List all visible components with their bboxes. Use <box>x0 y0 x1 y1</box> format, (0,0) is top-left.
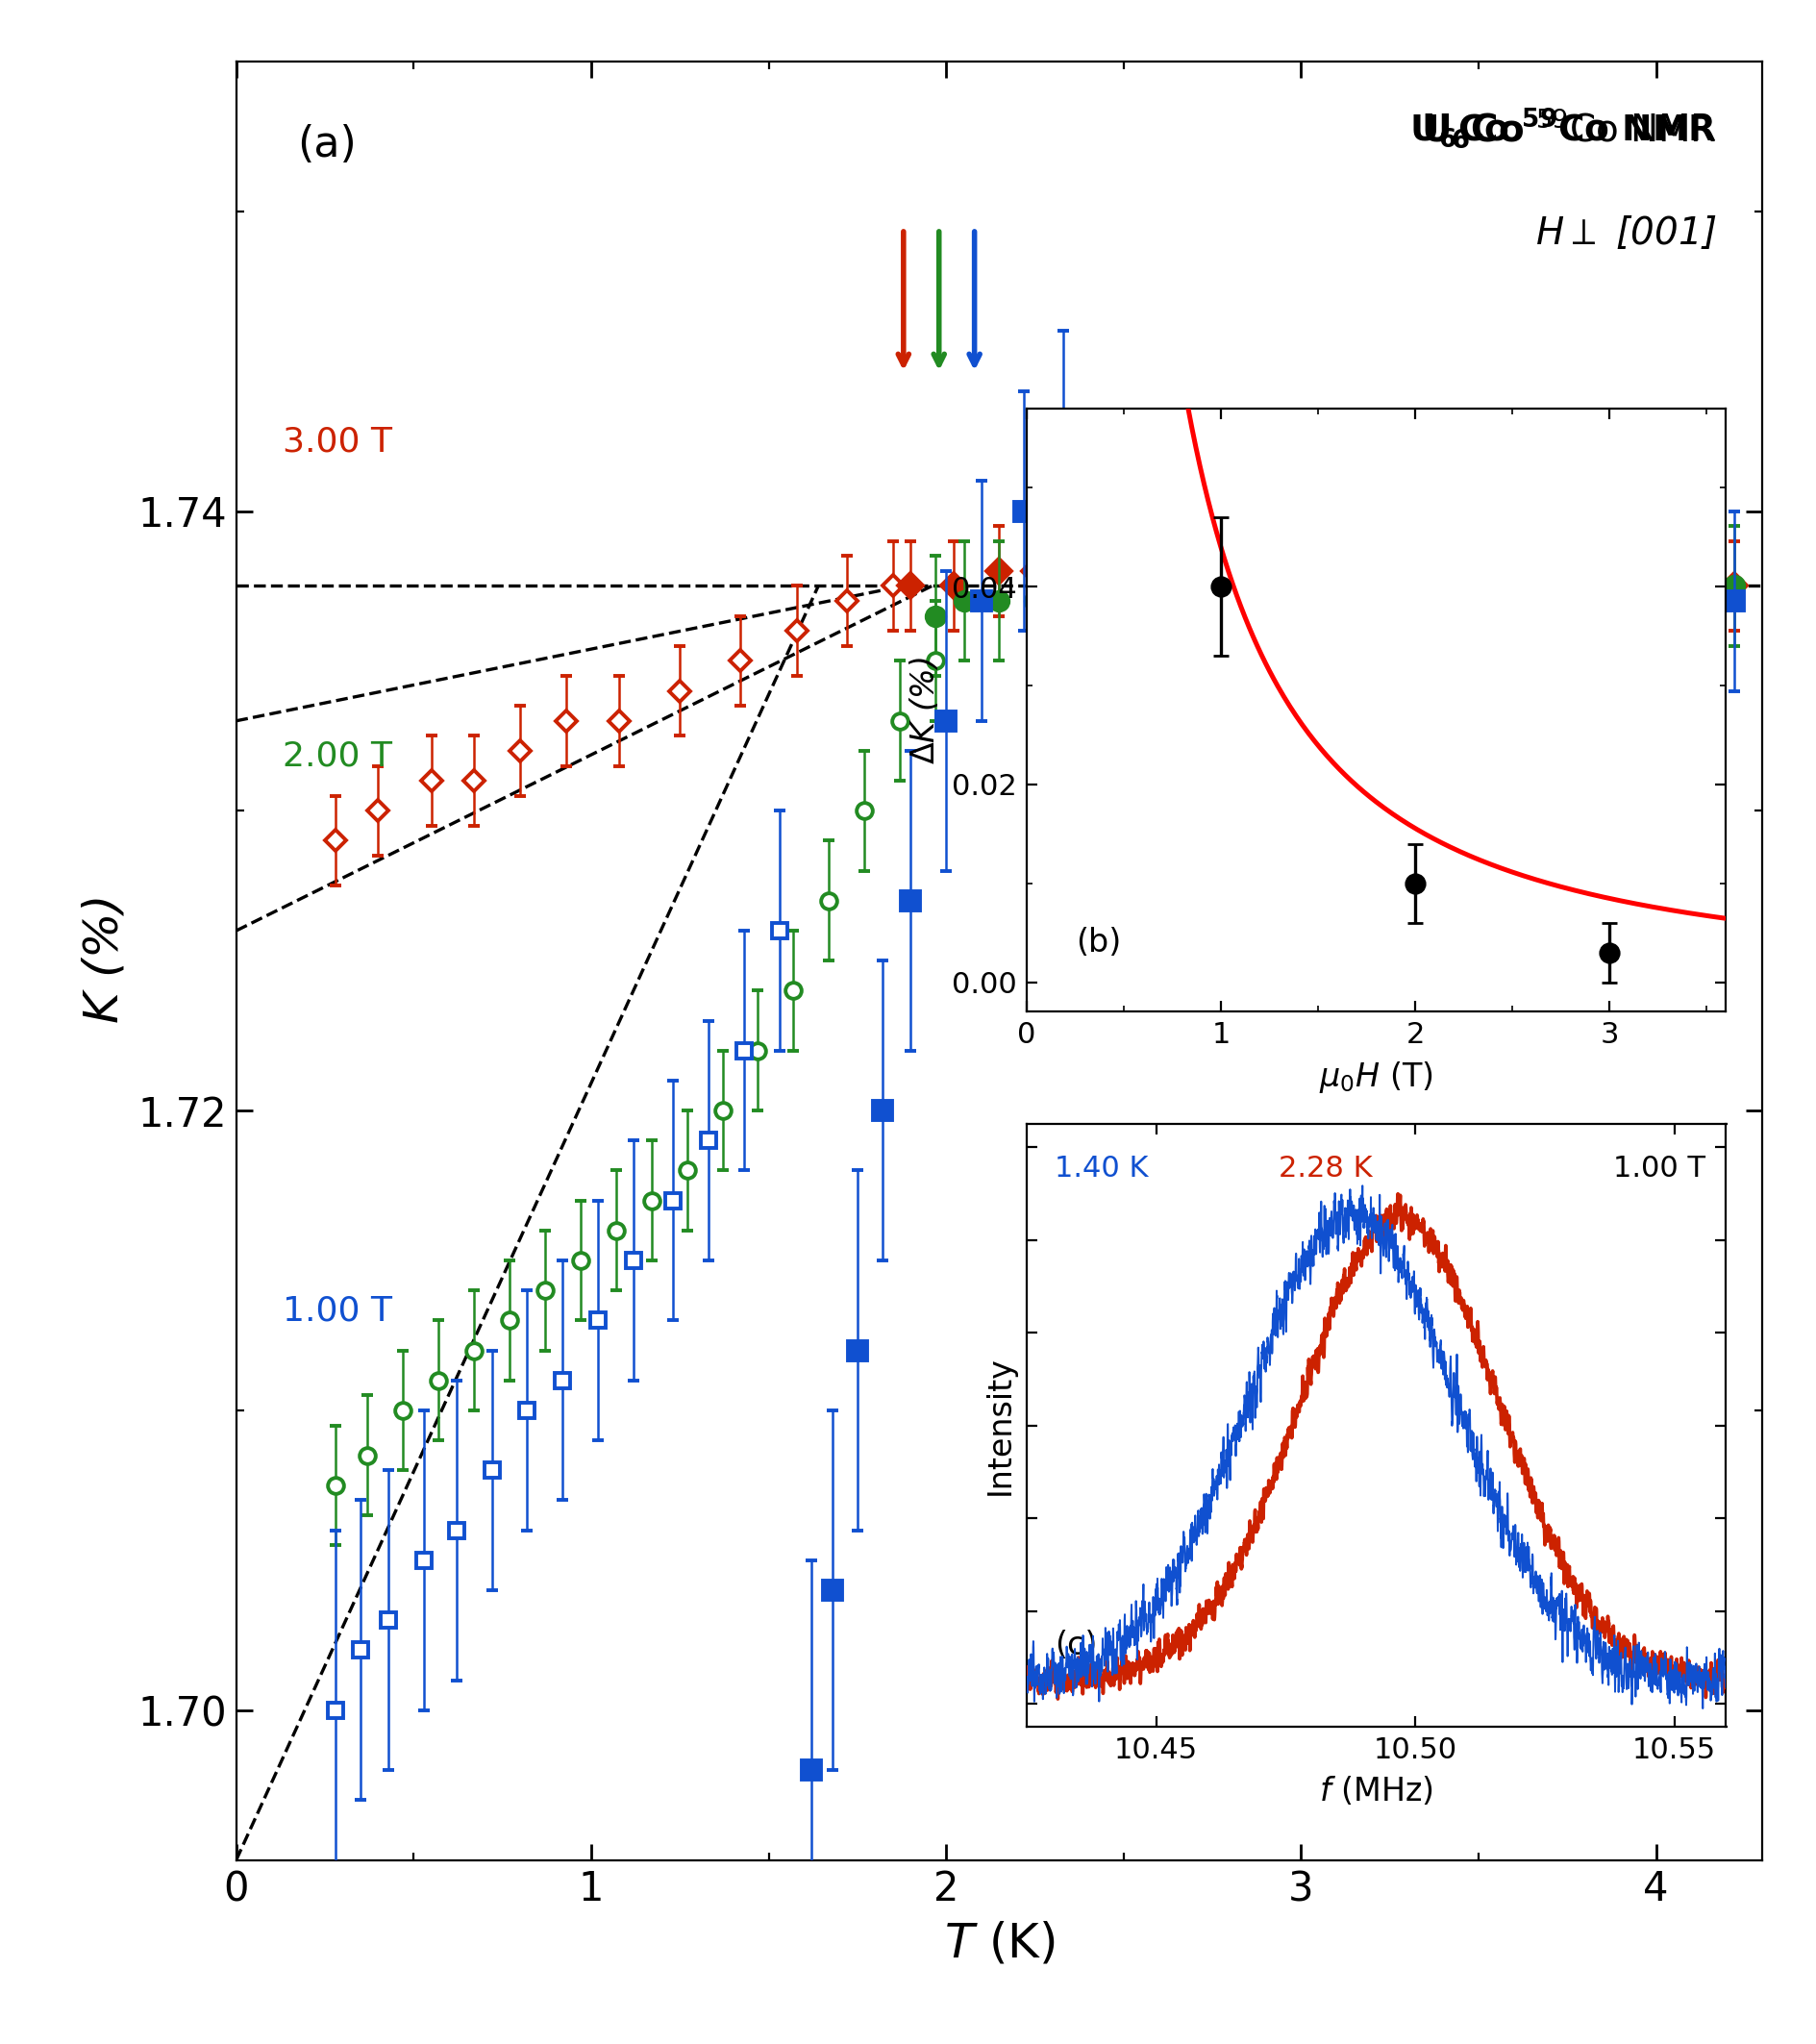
Text: (c): (c) <box>1053 1629 1097 1662</box>
Y-axis label: $K$ (%): $K$ (%) <box>82 897 127 1024</box>
Text: 3.00 T: 3.00 T <box>281 425 392 458</box>
Text: 2.28 K: 2.28 K <box>1278 1155 1371 1181</box>
Text: (a): (a) <box>298 125 356 166</box>
Text: (b): (b) <box>1075 926 1120 959</box>
X-axis label: $f$ (MHz): $f$ (MHz) <box>1318 1774 1433 1807</box>
Text: 2.00 T: 2.00 T <box>281 740 392 773</box>
Y-axis label: $\Delta K$ (%): $\Delta K$ (%) <box>908 656 941 764</box>
X-axis label: $T$ (K): $T$ (K) <box>943 1921 1055 1966</box>
Text: $\mathbf{U_6Co}$ $^{\mathbf{59}}$Co NMR: $\mathbf{U_6Co}$ $^{\mathbf{59}}$Co NMR <box>1409 106 1716 149</box>
Text: $\bf{U_6Co}$ $^{59}$Co NMR: $\bf{U_6Co}$ $^{59}$Co NMR <box>1420 106 1716 149</box>
Text: $H\perp$ [001]: $H\perp$ [001] <box>1535 215 1716 251</box>
Text: 1.40 K: 1.40 K <box>1053 1155 1148 1181</box>
Text: 1.00 T: 1.00 T <box>1613 1155 1703 1181</box>
Y-axis label: Intensity: Intensity <box>984 1355 1015 1496</box>
Text: 1.00 T: 1.00 T <box>281 1294 392 1327</box>
X-axis label: $\mu_0 H$ (T): $\mu_0 H$ (T) <box>1318 1059 1433 1096</box>
